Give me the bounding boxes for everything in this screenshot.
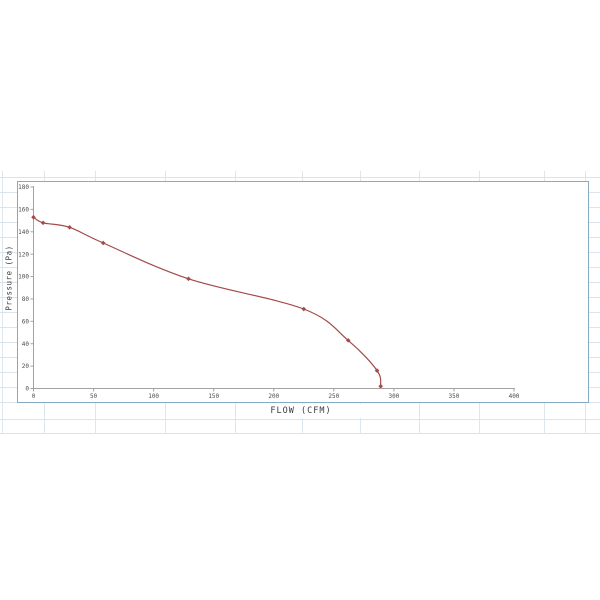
- gridline-row: [0, 177, 600, 178]
- gridline-row: [0, 433, 600, 434]
- gridline-column: [2, 171, 3, 433]
- x-axis-title: FLOW (CFM): [240, 404, 362, 418]
- y-axis-title: Pressure (Pa): [4, 245, 14, 311]
- chart-frame[interactable]: [17, 181, 589, 403]
- gridline-row: [0, 419, 600, 420]
